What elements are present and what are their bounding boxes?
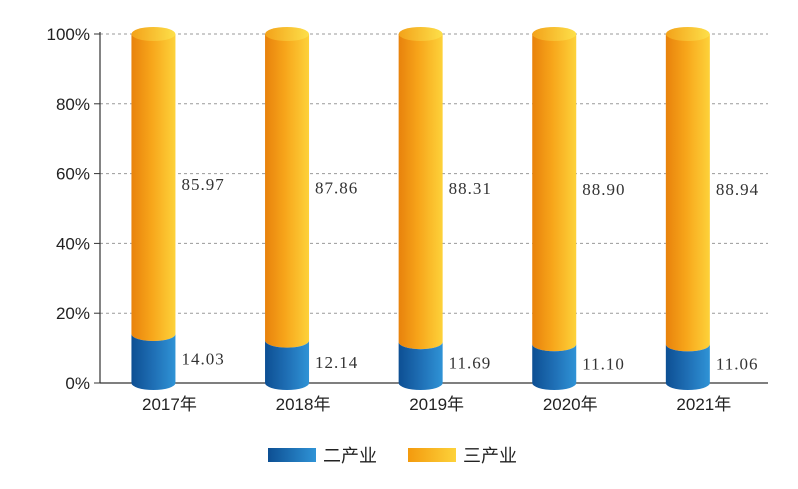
bar-segment-tertiary — [665, 34, 710, 352]
bar-cap — [131, 27, 176, 41]
bar-group — [665, 27, 710, 390]
data-label-secondary: 14.03 — [181, 350, 224, 369]
legend-label: 三产业 — [463, 446, 517, 466]
x-category-label: 2018年 — [276, 395, 331, 414]
data-label-secondary: 11.10 — [582, 355, 625, 374]
y-tick-label: 60% — [56, 165, 90, 184]
data-label-secondary: 11.69 — [449, 354, 492, 373]
x-category-label: 2021年 — [676, 395, 731, 414]
bar-segment-secondary — [131, 334, 176, 390]
data-label-secondary: 11.06 — [716, 355, 759, 374]
legend-swatch — [408, 448, 456, 462]
data-labels: 14.03 85.97 12.14 87.86 11.69 88.31 11.10 88.90… — [181, 175, 759, 374]
bar-segment-secondary — [665, 344, 710, 390]
bar-cap — [665, 27, 710, 41]
bar-segment-secondary — [532, 344, 577, 390]
x-category-label: 2020年 — [543, 395, 598, 414]
bar-segment-tertiary — [265, 34, 310, 348]
bar-cap — [398, 27, 443, 41]
data-label-tertiary: 88.90 — [582, 180, 625, 199]
data-label-tertiary: 88.31 — [449, 179, 492, 198]
y-tick-label: 0% — [65, 374, 90, 393]
bar-segment-tertiary — [398, 34, 443, 350]
bar-cap — [532, 27, 577, 41]
bar-group — [265, 27, 310, 390]
bar-group — [532, 27, 577, 390]
y-tick-label: 20% — [56, 304, 90, 323]
data-label-tertiary: 88.94 — [716, 180, 759, 199]
bar-group — [398, 27, 443, 390]
bar-segment-tertiary — [131, 34, 176, 342]
data-label-tertiary: 87.86 — [315, 178, 358, 197]
legend: 二产业 三产业 — [268, 446, 517, 466]
x-category-label: 2019年 — [409, 395, 464, 414]
data-label-secondary: 12.14 — [315, 353, 358, 372]
legend-swatch — [268, 448, 316, 462]
y-tick-label: 100% — [47, 25, 90, 44]
bar-group — [131, 27, 176, 390]
x-category-label: 2017年 — [142, 395, 197, 414]
data-label-tertiary: 85.97 — [181, 175, 224, 194]
bar-cap — [265, 27, 310, 41]
bar-segment-tertiary — [532, 34, 577, 352]
legend-label: 二产业 — [323, 446, 377, 466]
y-tick-label: 80% — [56, 95, 90, 114]
bar-segment-secondary — [265, 340, 310, 390]
bar-segment-secondary — [398, 342, 443, 390]
bars — [131, 27, 710, 390]
y-tick-label: 40% — [56, 234, 90, 253]
